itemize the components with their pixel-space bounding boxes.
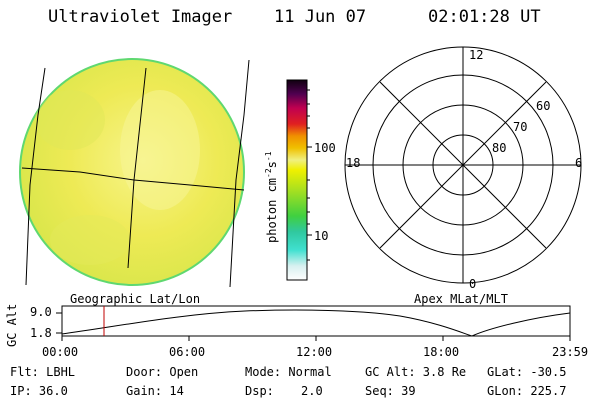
x-tick-0000: 00:00 bbox=[42, 345, 79, 359]
mlt-label-12: 12 bbox=[469, 48, 484, 62]
mlt-label-18: 18 bbox=[346, 156, 361, 170]
mode-info: Mode: Normal bbox=[245, 365, 332, 379]
glat-info: GLat: -30.5 bbox=[487, 365, 567, 379]
color-bar bbox=[286, 79, 312, 281]
y-tick-top: 9.0 bbox=[30, 305, 52, 319]
orbit-plot bbox=[56, 305, 571, 341]
x-tick-2359: 23:59 bbox=[552, 345, 589, 359]
gain-info: Gain: 14 bbox=[126, 384, 184, 398]
dsp-value: 2.0 bbox=[301, 384, 323, 398]
colorbar-tick-100: 100 bbox=[314, 141, 336, 155]
auroral-image bbox=[19, 58, 245, 286]
dsp-label: Dsp: bbox=[245, 384, 274, 398]
mlt-label-6: 6 bbox=[575, 156, 583, 170]
y-axis-label: GC Alt bbox=[5, 303, 19, 347]
date-label: 11 Jun 07 bbox=[274, 7, 367, 27]
instrument-title: Ultraviolet Imager bbox=[48, 7, 233, 27]
x-tick-0600: 06:00 bbox=[169, 345, 206, 359]
y-tick-bottom: 1.8 bbox=[30, 326, 52, 340]
lat-label-70: 70 bbox=[513, 120, 528, 134]
x-tick-1200: 12:00 bbox=[296, 345, 333, 359]
mlt-label-0: 0 bbox=[469, 277, 477, 291]
seq-info: Seq: 39 bbox=[365, 384, 416, 398]
ip-info: IP: 36.0 bbox=[10, 384, 68, 398]
geographic-grid bbox=[21, 59, 250, 288]
gc-alt-info: GC Alt: 3.8 Re bbox=[365, 365, 467, 379]
polar-plot bbox=[344, 46, 582, 284]
apex-label: Apex MLat/MLT bbox=[414, 292, 508, 306]
filter-info: Flt: LBHL bbox=[10, 365, 76, 379]
colorbar-tick-10: 10 bbox=[314, 229, 329, 243]
lat-label-60: 60 bbox=[536, 99, 551, 113]
time-label: 02:01:28 UT bbox=[428, 7, 541, 27]
geographic-label: Geographic Lat/Lon bbox=[70, 292, 201, 306]
glon-info: GLon: 225.7 bbox=[487, 384, 567, 398]
colorbar-unit-label: photon cm-2s-1 bbox=[264, 151, 279, 243]
lat-label-80: 80 bbox=[492, 141, 507, 155]
x-tick-1800: 18:00 bbox=[423, 345, 460, 359]
door-info: Door: Open bbox=[126, 365, 199, 379]
